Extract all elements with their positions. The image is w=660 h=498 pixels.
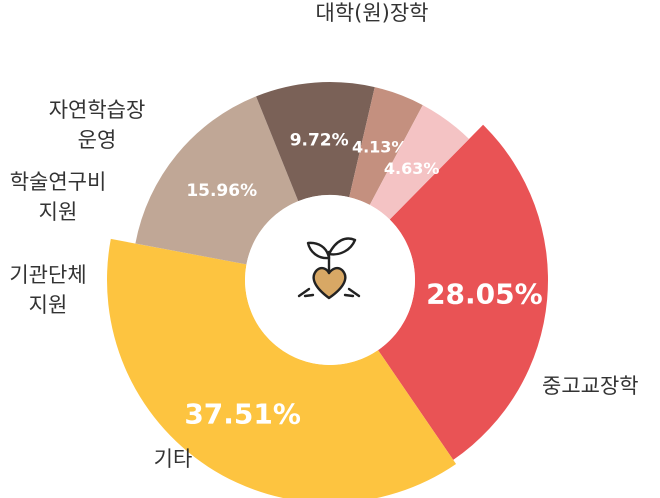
pie-slice-학술연구비-지원 (349, 87, 423, 205)
slice-value-label: 4.13% (352, 137, 408, 156)
slice-value-label: 9.72% (290, 130, 349, 150)
category-label-기타: 기타 (154, 447, 193, 471)
pie-slice-자연학습장-운영 (369, 105, 470, 220)
pie-slice-중고교장학 (107, 238, 457, 498)
category-label-학술연구비-지원: 학술연구비 지원 (10, 170, 107, 224)
slice-value-label: 37.51% (184, 398, 301, 431)
category-label-자연학습장-운영: 자연학습장 운영 (49, 98, 146, 152)
category-label-기관단체-지원: 기관단체 지원 (9, 263, 86, 317)
slice-value-label: 15.96% (186, 181, 257, 201)
seedling-heart-icon (297, 237, 361, 300)
slice-value-label: 4.63% (384, 159, 440, 178)
category-label-대학-원-장학: 대학(원)장학 (316, 1, 429, 25)
category-label-중고교장학: 중고교장학 (542, 374, 639, 398)
pie-slice-대학-원-장학 (378, 124, 548, 460)
pie-slice-기관단체-지원 (256, 82, 375, 202)
slice-value-label: 28.05% (426, 277, 543, 310)
pie-slice-기타 (135, 96, 299, 265)
